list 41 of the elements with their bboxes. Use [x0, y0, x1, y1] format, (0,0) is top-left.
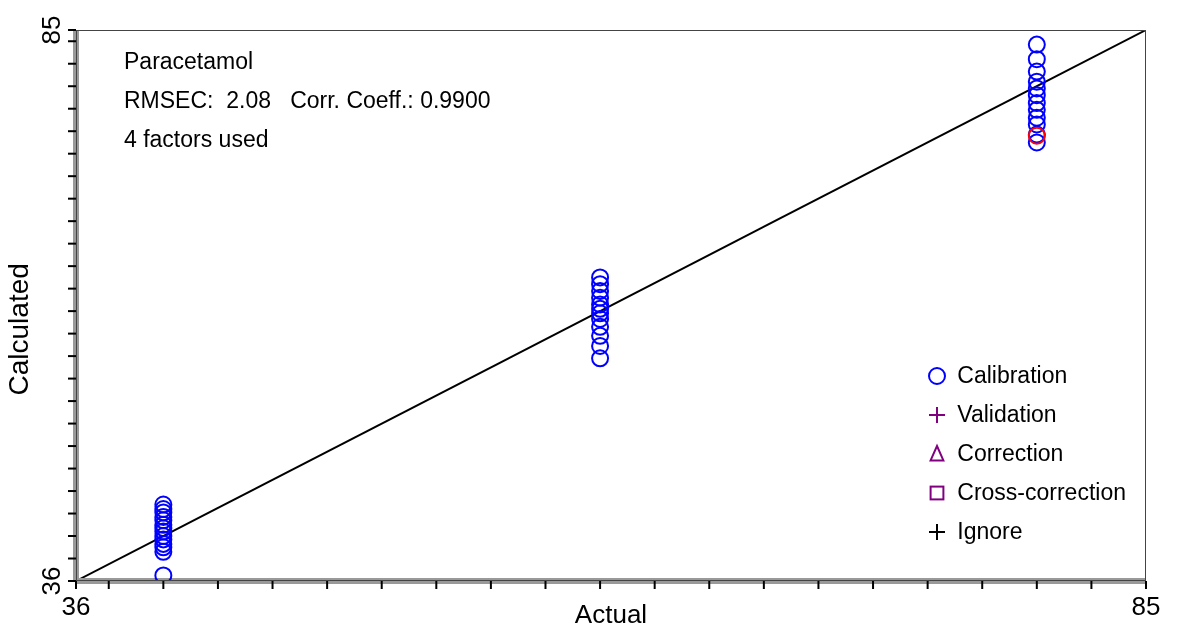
point — [591, 309, 610, 328]
point — [591, 336, 610, 355]
point — [591, 295, 610, 314]
legend-label: Ignore — [957, 518, 1023, 545]
point — [154, 515, 173, 534]
point — [154, 566, 173, 581]
x-axis-title: Actual — [574, 599, 648, 629]
point — [591, 349, 610, 368]
point — [154, 542, 173, 561]
point — [1027, 94, 1046, 113]
point — [1027, 62, 1046, 81]
point — [154, 534, 173, 553]
point — [591, 281, 610, 300]
legend-label: Correction — [957, 440, 1064, 467]
point — [1027, 133, 1046, 152]
annotation: Paracetamol — [124, 47, 255, 76]
point — [1027, 72, 1046, 91]
point — [1027, 100, 1046, 119]
legend-label: Cross-correction — [957, 479, 1126, 506]
point — [591, 288, 610, 307]
y-axis-title: Calculated — [2, 263, 34, 396]
point — [154, 511, 173, 530]
point — [1027, 115, 1046, 134]
point — [591, 326, 610, 345]
annotation: 4 factors used — [124, 125, 270, 154]
point — [591, 268, 610, 287]
point — [1027, 50, 1046, 69]
point — [1027, 86, 1046, 105]
annotation: RMSEC: 2.08 Corr. Coeff.: 0.9900 — [124, 86, 491, 115]
point — [1027, 79, 1046, 98]
legend-label: Calibration — [957, 362, 1068, 389]
point — [154, 538, 173, 557]
point — [154, 507, 173, 526]
point — [591, 317, 610, 336]
point — [1027, 108, 1046, 127]
point — [591, 275, 610, 294]
point — [1027, 35, 1046, 54]
point — [591, 299, 610, 318]
legend-label: Validation — [957, 401, 1057, 428]
point — [591, 304, 610, 323]
point — [154, 495, 173, 514]
